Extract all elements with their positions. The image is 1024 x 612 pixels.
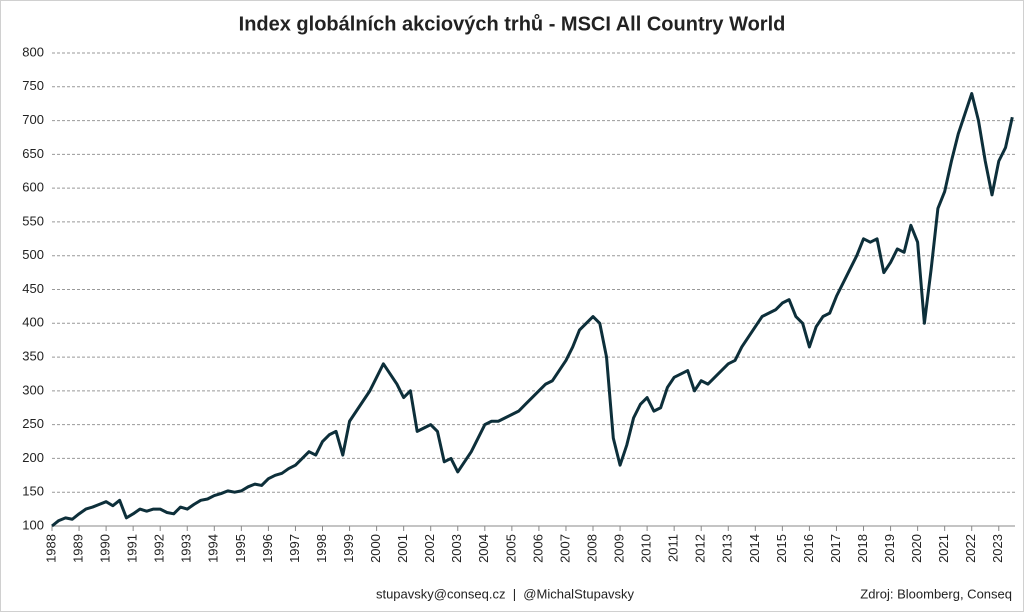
x-tick-label: 1989 xyxy=(70,534,85,563)
x-tick-label: 2016 xyxy=(801,534,816,563)
source: Zdroj: Bloomberg, Conseq xyxy=(860,586,1012,601)
y-tick-label: 400 xyxy=(22,315,44,330)
x-tick-label: 2000 xyxy=(368,534,383,563)
x-tick-label: 2020 xyxy=(909,534,924,563)
y-tick-label: 350 xyxy=(22,349,44,364)
x-tick-label: 2012 xyxy=(693,534,708,563)
x-tick-label: 2010 xyxy=(639,534,654,563)
x-tick-label: 2002 xyxy=(422,534,437,563)
y-tick-label: 250 xyxy=(22,416,44,431)
x-tick-label: 2001 xyxy=(395,534,410,563)
data-line xyxy=(51,92,1014,528)
y-tick-label: 200 xyxy=(22,450,44,465)
y-tick-label: 500 xyxy=(22,247,44,262)
x-tick-label: 1991 xyxy=(125,534,140,563)
x-tick-label: 2019 xyxy=(882,534,897,563)
y-tick-label: 600 xyxy=(22,180,44,195)
x-tick-label: 2011 xyxy=(666,534,681,562)
y-tick-label: 650 xyxy=(22,146,44,161)
footer: stupavsky@conseq.cz | @MichalStupavsky xyxy=(376,586,635,601)
chart-title: Index globálních akciových trhů - MSCI A… xyxy=(239,13,786,35)
x-tick-label: 2005 xyxy=(503,534,518,563)
x-tick-label: 2023 xyxy=(990,534,1005,563)
x-tick-label: 2022 xyxy=(963,534,978,563)
x-tick-label: 1998 xyxy=(314,534,329,563)
x-tick-label: 2017 xyxy=(828,534,843,563)
y-tick-label: 550 xyxy=(22,213,44,228)
x-tick-label: 1999 xyxy=(341,534,356,563)
x-tick-label: 2008 xyxy=(584,534,599,563)
x-tick-label: 2006 xyxy=(530,534,545,563)
x-tick-label: 2003 xyxy=(449,534,464,563)
x-tick-label: 1988 xyxy=(43,534,58,563)
y-tick-label: 300 xyxy=(22,382,44,397)
y-tick-label: 150 xyxy=(22,484,44,499)
y-tick-label: 100 xyxy=(22,517,44,532)
x-tick-label: 1990 xyxy=(98,534,113,563)
x-tick-label: 1993 xyxy=(179,534,194,563)
x-tick-label: 2018 xyxy=(855,534,870,563)
x-tick-label: 1997 xyxy=(287,534,302,563)
y-tick-label: 700 xyxy=(22,112,44,127)
x-tick-label: 1994 xyxy=(206,534,221,563)
x-tick-label: 2007 xyxy=(557,534,572,563)
y-tick-label: 750 xyxy=(22,78,44,93)
y-tick-label: 450 xyxy=(22,281,44,296)
x-tick-label: 1992 xyxy=(152,534,167,563)
x-tick-label: 2013 xyxy=(720,534,735,563)
x-tick-label: 2015 xyxy=(774,534,789,563)
x-tick-label: 2009 xyxy=(611,534,626,563)
x-tick-label: 2014 xyxy=(747,534,762,563)
x-tick-label: 1995 xyxy=(233,534,248,563)
y-tick-label: 800 xyxy=(22,44,44,59)
x-tick-label: 1996 xyxy=(260,534,275,563)
x-tick-label: 2021 xyxy=(936,534,951,563)
x-tick-label: 2004 xyxy=(476,534,491,563)
